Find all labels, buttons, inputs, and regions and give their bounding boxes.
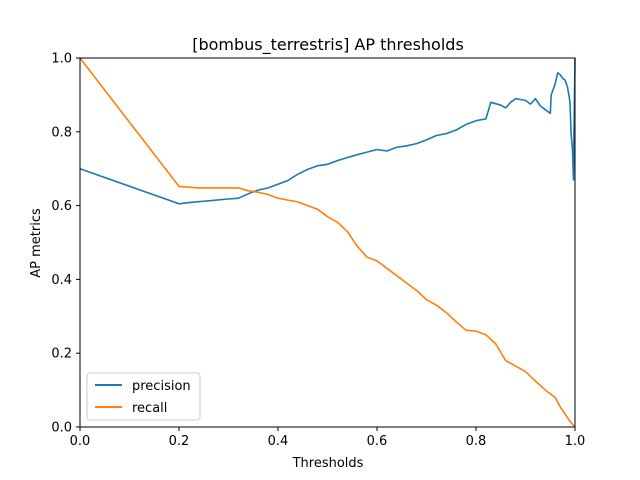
legend-label-precision: precision	[132, 379, 191, 394]
y-axis-ticks: 0.0 0.2 0.4 0.6 0.8 1.0	[51, 52, 80, 436]
y-tick-label: 0.8	[51, 125, 72, 140]
chart-title: [bombus_terrestris] AP thresholds	[192, 35, 464, 55]
series-line-recall	[79, 57, 576, 428]
y-tick-label: 0.2	[51, 347, 72, 362]
x-tick-label: 1.0	[565, 434, 586, 449]
legend: precision recall	[86, 372, 201, 421]
y-tick-label: 0.6	[51, 199, 72, 214]
y-axis-label: AP metrics	[29, 208, 44, 278]
x-tick-label: 0.8	[466, 434, 487, 449]
x-tick-label: 0.4	[268, 434, 289, 449]
x-tick-label: 0.2	[169, 434, 190, 449]
plot-frame	[79, 57, 576, 428]
y-tick-label: 1.0	[51, 52, 72, 67]
x-axis-label: Thresholds	[292, 456, 364, 471]
series-line-precision	[79, 57, 576, 205]
x-tick-label: 0.6	[367, 434, 388, 449]
x-axis-ticks: 0.0 0.2 0.4 0.6 0.8 1.0	[70, 427, 586, 449]
y-tick-label: 0.4	[51, 273, 72, 288]
plot-lines	[79, 57, 576, 428]
x-tick-label: 0.0	[70, 434, 91, 449]
legend-label-recall: recall	[132, 401, 167, 416]
y-tick-label: 0.0	[51, 421, 72, 436]
